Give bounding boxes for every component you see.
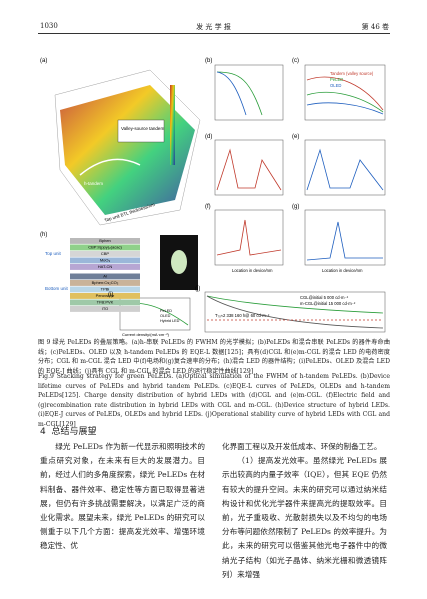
curve bbox=[306, 148, 384, 191]
annotation-box bbox=[117, 119, 165, 143]
layer-label: TFB:PVK bbox=[97, 300, 114, 305]
frame-d bbox=[214, 139, 284, 196]
valley-arrow bbox=[79, 158, 141, 176]
frame-j bbox=[204, 291, 386, 333]
x-axis-label: Location in device/nm bbox=[322, 268, 363, 273]
page-number: 1030 bbox=[40, 22, 58, 30]
legend-entry: m-CGL@initial 15 000 cd·m⁻² bbox=[300, 301, 356, 306]
curve bbox=[216, 71, 247, 116]
curve bbox=[216, 219, 282, 256]
x-axis-label: Location in device/nm bbox=[232, 268, 273, 273]
frame-f bbox=[214, 209, 284, 266]
journal-name: 发 光 学 报 bbox=[196, 23, 231, 31]
layer bbox=[70, 257, 140, 264]
section-number: 4 bbox=[40, 427, 46, 437]
legend-entry: Hybrid LED bbox=[160, 319, 180, 323]
volume: 第 46 卷 bbox=[361, 23, 389, 31]
curve bbox=[306, 91, 384, 113]
caption-en: Fig.9 Stacking strategy for green PeLEDs… bbox=[38, 373, 390, 428]
surface bbox=[60, 85, 195, 215]
layer bbox=[70, 286, 140, 293]
column-left: 绿光 PeLEDs 作为新一代显示和照明技术的重点研究对象，在未来有巨大的发展潜… bbox=[40, 440, 205, 554]
panel-label: (c) bbox=[292, 58, 299, 64]
annotation: h-tandem bbox=[84, 181, 103, 186]
curve bbox=[216, 71, 263, 116]
section-heading: 4 总结与展望 bbox=[40, 424, 96, 437]
layer bbox=[70, 264, 140, 270]
panel-label: (d) bbox=[205, 134, 212, 140]
header-rule bbox=[38, 33, 390, 34]
legend-entry: OLED bbox=[160, 314, 171, 318]
layer-label: Al bbox=[103, 274, 107, 279]
panel-label: (j) bbox=[195, 286, 200, 292]
layer-label: MoO₃ bbox=[100, 258, 111, 263]
section-title: 总结与展望 bbox=[51, 427, 97, 437]
layer-label: Perovskite bbox=[96, 293, 115, 298]
frame-i bbox=[119, 297, 191, 331]
column-right: 化界面工程以及开发低成本、环保的制备工艺。 （1）提高发光效率。虽然绿光 PeL… bbox=[222, 440, 387, 582]
paragraph: 绿光 PeLEDs 作为新一代显示和照明技术的重点研究对象，在未来有巨大的发展潜… bbox=[40, 442, 205, 551]
layer-label: TPBi bbox=[101, 287, 110, 292]
layer-label: CBP:Ir(ppy)₂(acac) bbox=[88, 245, 122, 250]
plot-frames bbox=[119, 64, 386, 333]
layer-label: CBP bbox=[101, 251, 110, 256]
layer bbox=[70, 299, 140, 306]
layer bbox=[70, 306, 140, 312]
frame-b bbox=[214, 64, 284, 121]
panel-label: (g) bbox=[292, 204, 299, 210]
layer-label: ITO bbox=[102, 306, 109, 311]
legend-entry: Tandem (valley source) bbox=[330, 71, 374, 76]
layer-label: Bphen bbox=[99, 238, 111, 243]
legend-entry: CGL@initial 5 000 cd·m⁻² bbox=[300, 295, 349, 300]
panel-label: (a) bbox=[40, 58, 47, 64]
t70-label: T₇₀≈2 338 160 h@ 60 cd·m⁻² bbox=[215, 313, 270, 318]
legend-entry: PeLED bbox=[160, 309, 172, 313]
curve bbox=[206, 295, 384, 314]
layer bbox=[70, 273, 140, 280]
colorbar bbox=[170, 85, 175, 165]
legend-entry: OLED bbox=[330, 83, 341, 88]
frame-g bbox=[304, 209, 386, 266]
unit-label: Bottom unit bbox=[45, 286, 69, 291]
layer-label: HAT-CN bbox=[98, 264, 113, 269]
panel-label: (b) bbox=[205, 58, 212, 64]
layer bbox=[70, 244, 140, 251]
axes-box bbox=[54, 69, 201, 226]
layer-label: Bphen:Cs₂CO₃ bbox=[92, 280, 119, 285]
emission bbox=[171, 250, 187, 274]
frame-e bbox=[304, 139, 386, 196]
caption-zh: 图 9 绿光 PeLEDs 的叠层策略。(a)h-串联 PeLEDs 的 FWH… bbox=[38, 339, 390, 375]
layer bbox=[70, 251, 140, 257]
curve bbox=[306, 76, 384, 111]
x-axis-label: Current density/(mA·cm⁻²) bbox=[122, 332, 170, 337]
panel-label: (h) bbox=[40, 232, 47, 238]
curves bbox=[121, 71, 384, 329]
layer bbox=[70, 280, 140, 286]
unit-label: Top unit bbox=[45, 251, 62, 256]
frame-c bbox=[304, 64, 386, 121]
layer bbox=[70, 238, 140, 244]
legend-entry: PeLED bbox=[330, 77, 343, 82]
curve bbox=[206, 295, 384, 329]
curve bbox=[216, 148, 282, 191]
panel-label: (i) bbox=[108, 292, 113, 298]
panel-a bbox=[54, 69, 201, 226]
panel-label: (e) bbox=[292, 134, 299, 140]
curve bbox=[306, 102, 384, 115]
layer bbox=[70, 293, 140, 299]
paragraph: （1）提高发光效率。虽然绿光 PeLEDs 展示出较高的内量子效率（IQE），但… bbox=[222, 456, 387, 579]
panel-label: (f) bbox=[205, 204, 211, 210]
curve bbox=[306, 221, 383, 261]
paragraph: 化界面工程以及开发低成本、环保的制备工艺。 bbox=[222, 442, 382, 451]
annotation: Valley-source tandem bbox=[121, 126, 164, 131]
